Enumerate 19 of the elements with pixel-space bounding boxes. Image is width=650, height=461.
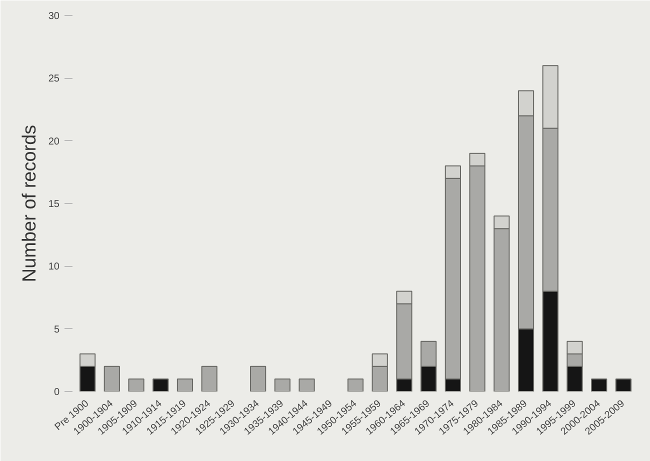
y-axis-title: Number of records	[19, 124, 40, 282]
bar	[347, 378, 364, 392]
bar	[250, 366, 266, 392]
y-tick-label: 25	[48, 74, 60, 85]
y-tick-label: 0	[54, 387, 60, 398]
bar	[104, 366, 120, 392]
y-tick-label: 10	[48, 262, 60, 273]
y-tick-label: 30	[48, 11, 60, 22]
bar	[591, 378, 608, 392]
bar	[128, 378, 144, 392]
bar	[176, 378, 194, 392]
y-tick-label: 5	[54, 324, 60, 336]
bar	[274, 378, 290, 392]
y-tick-label: 15	[48, 199, 60, 210]
bar	[201, 366, 218, 392]
bar	[298, 378, 315, 392]
y-tick-label: 20	[48, 136, 60, 148]
bar	[615, 378, 632, 392]
bar	[152, 378, 169, 392]
